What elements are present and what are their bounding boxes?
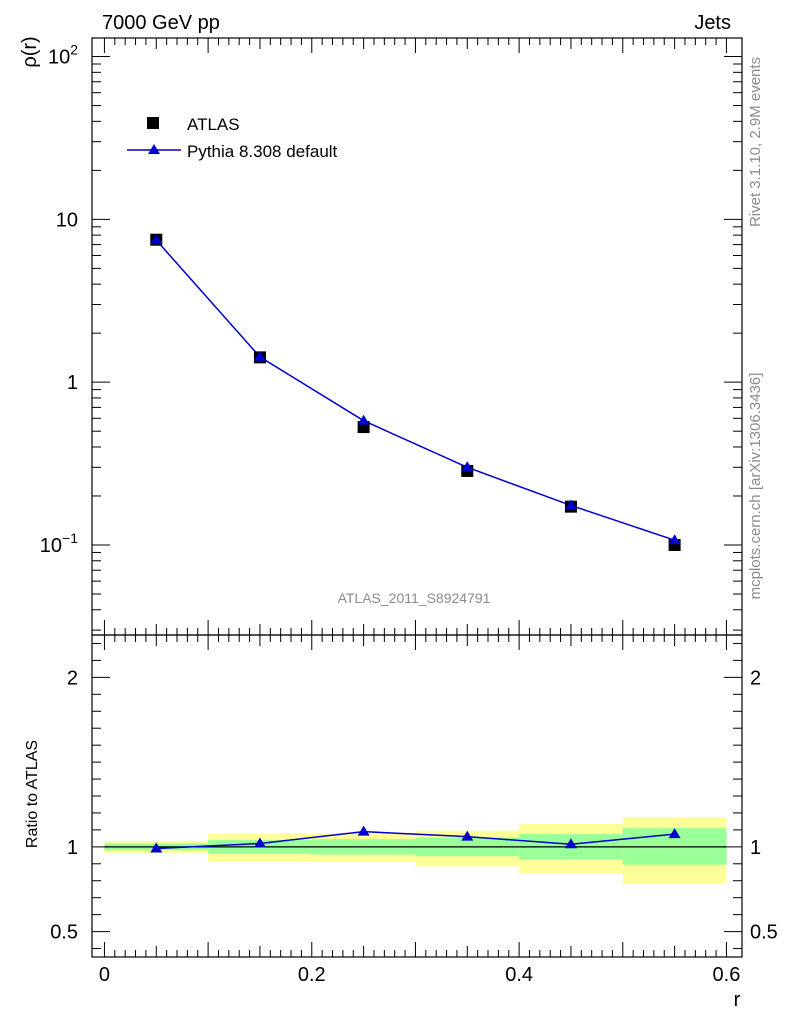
ratio-pythia-point [564, 838, 577, 849]
header-right: Jets [694, 12, 731, 34]
analysis-label: ATLAS_2011_S8924791 [338, 590, 491, 606]
rivet-version-label: Rivet 3.1.10, 2.9M events [747, 57, 764, 227]
legend-atlas-marker [147, 117, 159, 129]
ratio-pythia-point [150, 842, 163, 853]
main-panel: 102 10 1 10−1 [40, 37, 743, 636]
x-tick-label: 0 [99, 964, 110, 986]
ratio-pythia-point [461, 830, 474, 841]
pythia-point [564, 499, 577, 510]
main-y-tick-label: 10−1 [40, 530, 78, 557]
ratio-y-tick-label: 2 [67, 667, 78, 689]
x-tick-label: 0.6 [713, 964, 741, 986]
pythia-point [253, 350, 266, 361]
pythia-point [461, 461, 474, 472]
header-left: 7000 GeV pp [102, 12, 220, 34]
ratio-y-axis-label: Ratio to ATLAS [24, 740, 41, 848]
ratio-y-tick-label-right: 1 [750, 837, 761, 859]
mcplots-reference-label: mcplots.cern.ch [arXiv:1306.3436] [747, 373, 764, 600]
pythia-line [155, 239, 675, 541]
x-axis-label: r [734, 989, 741, 1011]
main-y-minor-ticks [92, 56, 742, 631]
main-y-tick-label: 102 [48, 42, 78, 69]
legend-pythia-label: Pythia 8.308 default [187, 142, 338, 161]
ratio-y-tick-label-right: 0.5 [750, 922, 778, 944]
legend: ATLAS Pythia 8.308 default [127, 115, 338, 161]
x-tick-label: 0.2 [298, 964, 326, 986]
ratio-pythia-point [253, 837, 266, 848]
main-y-tick-label: 10 [56, 209, 78, 231]
legend-atlas-label: ATLAS [187, 115, 240, 134]
pythia-point [150, 234, 163, 245]
main-y-tick-label: 1 [67, 372, 78, 394]
main-y-axis-label: ρ(r) [19, 36, 41, 67]
x-tick-label: 0.4 [505, 964, 533, 986]
ratio-frame [91, 634, 743, 958]
ratio-y-tick-label: 1 [67, 837, 78, 859]
main-x-ticks [103, 38, 727, 635]
ratio-x-ticks [103, 635, 727, 957]
ratio-y-ticks [92, 642, 742, 950]
pythia-point [357, 414, 370, 425]
ratio-y-tick-label-right: 2 [750, 667, 761, 689]
ratio-pythia-point [357, 825, 370, 836]
pythia-point [668, 534, 681, 545]
ratio-pythia-point [668, 828, 681, 839]
ratio-panel: 2 2 1 1 0.5 0.5 0 0.2 0.4 0.6 [50, 634, 778, 986]
ratio-y-tick-label: 0.5 [50, 922, 78, 944]
ratio-pythia-line [156, 830, 675, 850]
legend-pythia-marker [148, 144, 160, 154]
